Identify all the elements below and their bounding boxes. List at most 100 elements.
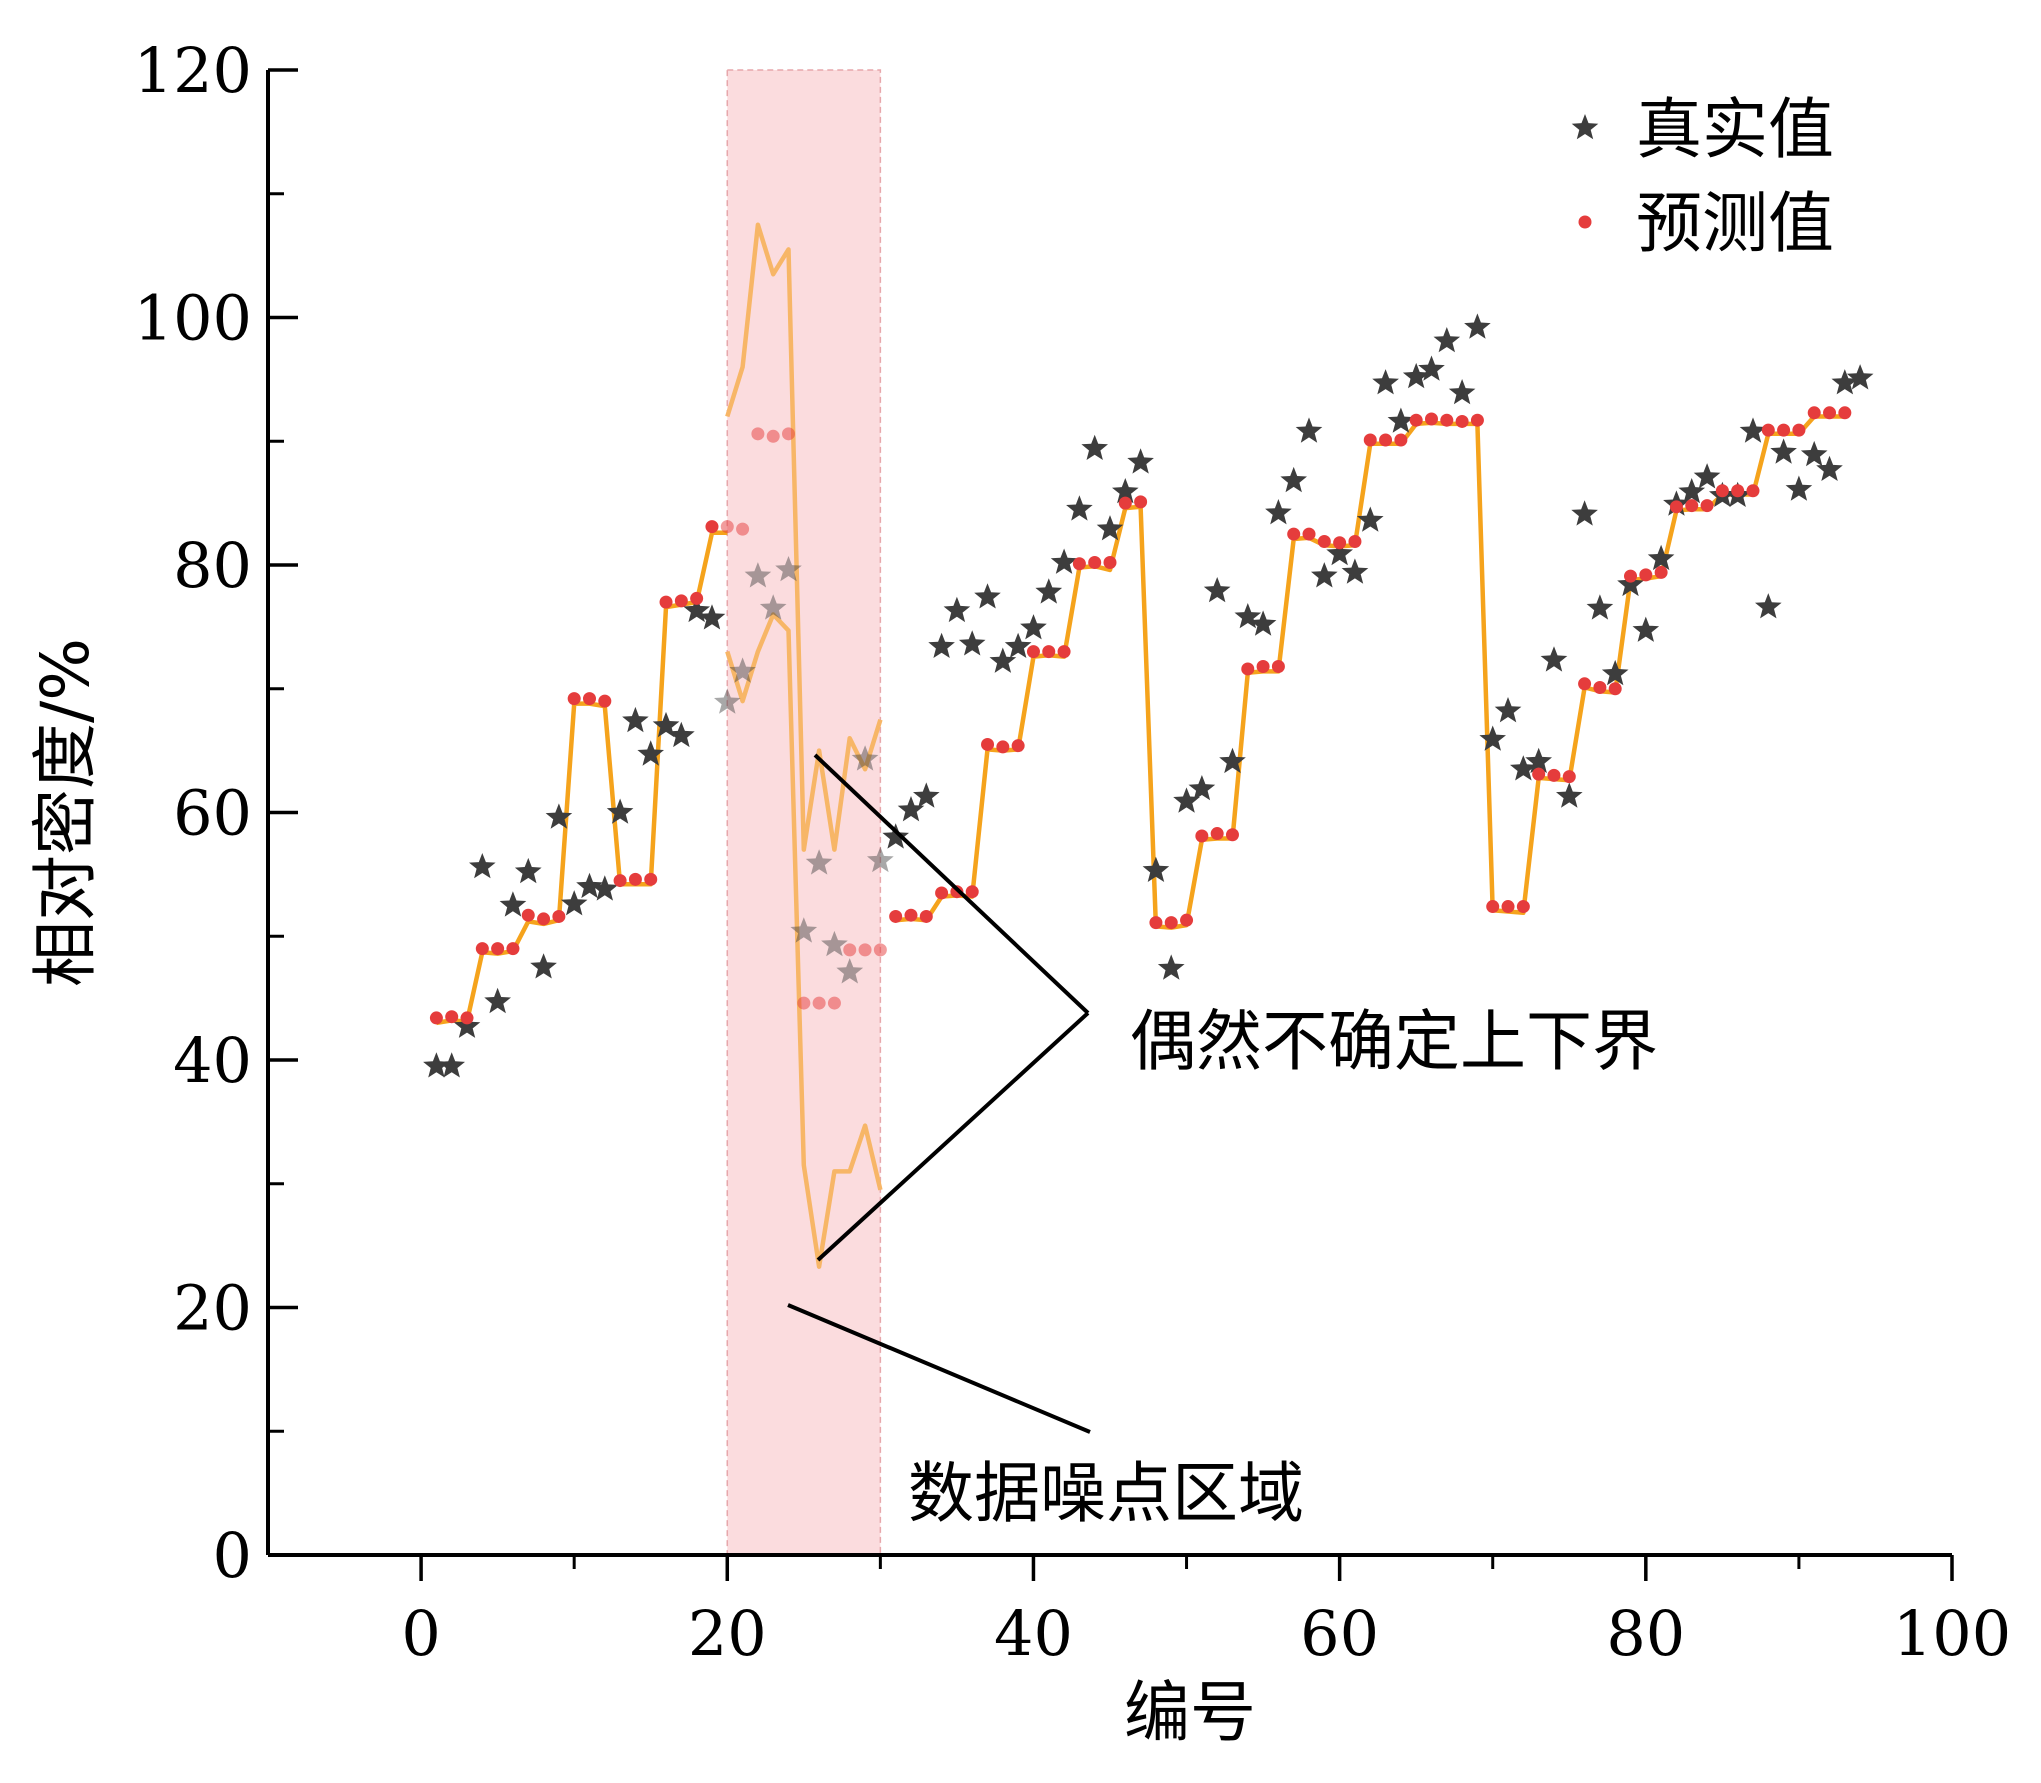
predicted-value-point [582,692,596,706]
predicted-value-point [1470,413,1484,427]
predicted-value-point [1807,406,1821,420]
true-value-point [1831,369,1859,395]
true-value-point [1846,364,1874,390]
true-value-point [1739,417,1767,443]
predicted-value-point [1287,527,1301,541]
true-value-point [1693,463,1721,489]
predicted-value-point [996,740,1010,754]
true-value-point [484,987,511,1014]
predicted-value-point [1026,645,1040,659]
true-value-point [1372,369,1399,395]
true-value-point [1050,548,1078,574]
true-value-point [1464,313,1491,339]
lower-bound-line [725,612,883,1269]
predicted-value-point [567,692,581,706]
true-value-point [1433,327,1461,353]
true-value-point [1647,544,1675,571]
predicted-value-point [1823,406,1837,420]
predicted-value-point [720,520,734,534]
predicted-value-point [1761,423,1775,437]
true-value-point [1755,593,1782,619]
predicted-value-point [1241,662,1255,676]
true-value-point [591,875,619,901]
predicted-value-point [1225,828,1239,842]
predicted-value-point [628,872,642,886]
true-value-point [1632,616,1660,642]
predicted-value-point [1379,433,1393,447]
true-value-point [438,1052,465,1078]
true-value-point [1556,782,1583,808]
y-axis-title: 相对密度/% [27,638,104,987]
true-value-point [1280,466,1307,493]
y-tick-label: 60 [173,777,252,850]
predicted-value-point [1685,499,1699,513]
true-value-point [698,604,726,630]
true-value-point [1173,787,1200,813]
true-value-point [423,1052,450,1078]
legend-marker-circle [1578,215,1592,229]
x-tick-label: 80 [1606,1597,1685,1670]
legend-item-predicted-value: 预测值 [1578,185,1834,262]
predicted-value-point [1547,768,1561,782]
true-value-point [652,711,680,738]
true-value-point [683,596,710,623]
predicted-value-point [1486,900,1500,914]
predicted-value-point [889,909,903,923]
true-value-point [1249,610,1277,636]
true-value-point [1586,594,1614,620]
predicted-value-point [981,737,995,751]
predicted-value-point [1149,916,1163,930]
true-value-point [775,556,802,582]
predicted-value-point [827,996,841,1010]
x-tick-label: 0 [401,1597,440,1670]
predicted-value-point [1593,681,1607,695]
true-value-point [1479,725,1506,751]
true-value-point [1219,747,1246,774]
true-value-point [1418,355,1445,381]
predicted-value-point [1562,770,1576,784]
true-value-point [1800,440,1828,467]
true-value-point [1096,515,1124,541]
true-value-point [1341,558,1369,584]
predicted-value-point [552,909,566,923]
predicted-value-point [1624,569,1638,583]
legend-item-true-value: 真实值 [1571,91,1834,168]
annotations: 偶然不确定上下界 数据噪点区域 [787,753,1658,1532]
predicted-value-point [1777,423,1791,437]
predicted-value-point [1180,913,1194,927]
x-tick-label: 60 [1300,1597,1379,1670]
predicted-value-point [965,885,979,899]
predicted-value-point [1057,645,1071,659]
true-value-point [1785,475,1813,501]
predicted-value-point [919,909,933,923]
predicted-value-point [1072,557,1086,571]
predicted-value-point [1440,413,1454,427]
x-tick-label: 20 [688,1597,767,1670]
predicted-value-point [1654,565,1668,579]
predicted-value-point [812,996,826,1010]
true-value-point [668,721,695,748]
predicted-value-point [1103,556,1117,570]
true-value-point [1402,362,1430,389]
bounds-callout-line-upper [813,753,1090,1015]
predicted-value-point [445,1010,459,1024]
true-value-point [1127,448,1154,474]
true-value-point [974,583,1001,609]
true-value-point [1157,954,1185,980]
predicted-value-point [1164,916,1178,930]
predicted-value-point [1715,484,1729,498]
true-value-point [499,891,527,917]
true-value-point [714,688,741,714]
true-value-point [821,930,848,957]
true-value-point [606,798,634,824]
true-value-point [530,953,557,979]
predicted-value-point [1501,900,1515,914]
predicted-value-point [1838,406,1852,420]
predicted-value-point [644,872,658,886]
predicted-value-point [598,694,612,708]
predicted-value-point [1011,739,1025,753]
predicted-value-point [521,908,535,922]
predicted-value-point [1639,568,1653,582]
predicted-value-point [843,943,857,957]
true-value-point [1678,478,1706,504]
